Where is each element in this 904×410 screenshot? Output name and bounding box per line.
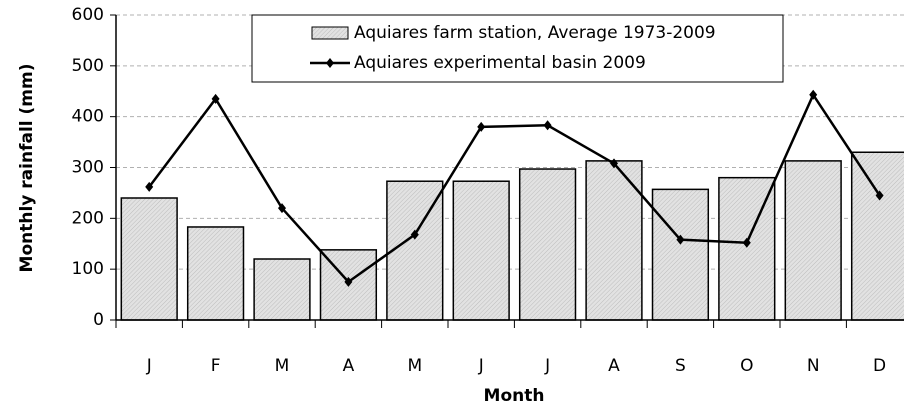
bar [186, 226, 245, 321]
x-tick-label: M [407, 356, 422, 376]
marker [809, 89, 818, 100]
legend-label: Aquiares experimental basin 2009 [354, 53, 646, 73]
legend-label: Aquiares farm station, Average 1973-2009 [354, 23, 716, 43]
legend-marker [326, 58, 334, 68]
x-tick-label: J [544, 356, 550, 376]
marker [610, 158, 618, 169]
bar [784, 160, 842, 321]
marker [477, 121, 486, 132]
y-tick-label: 400 [72, 107, 104, 127]
bar [452, 180, 510, 321]
x-tick-label: F [211, 356, 221, 376]
bar [120, 197, 178, 321]
bar [850, 151, 904, 321]
y-tick-label: 100 [72, 259, 104, 279]
x-tick-label: O [740, 356, 753, 376]
x-tick-label: D [873, 356, 886, 376]
marker [742, 237, 751, 248]
marker [875, 190, 884, 201]
y-axis-label: Monthly rainfall (mm) [17, 64, 37, 273]
y-tick-label: 500 [72, 56, 104, 76]
marker [410, 229, 419, 240]
marker [543, 120, 552, 131]
bar [585, 160, 643, 321]
y-tick-label: 600 [72, 5, 104, 25]
y-tick-label: 0 [93, 310, 104, 330]
marker [145, 181, 154, 192]
marker [676, 234, 685, 245]
x-tick-label: A [608, 356, 620, 376]
bar [253, 258, 311, 321]
x-axis-label: Month [484, 386, 545, 406]
x-tick-label: S [675, 356, 686, 376]
line [148, 92, 881, 284]
x-tick-label: J [478, 356, 484, 376]
legend-swatch [311, 26, 349, 40]
bar [518, 168, 577, 321]
x-tick-label: N [807, 356, 820, 376]
marker [211, 93, 220, 104]
y-tick-label: 200 [72, 208, 104, 228]
x-tick-label: J [146, 356, 152, 376]
marker [344, 276, 353, 287]
y-tick-label: 300 [72, 158, 104, 178]
bar [651, 188, 710, 321]
legend-box [251, 14, 784, 83]
marker [278, 203, 286, 214]
x-tick-label: M [275, 356, 290, 376]
x-tick-label: A [343, 356, 355, 376]
